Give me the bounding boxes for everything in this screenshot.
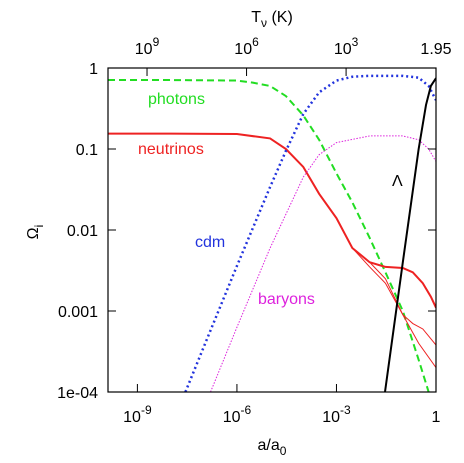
- plot-frame: [107, 67, 437, 393]
- x-tick-label-base: 10: [322, 409, 340, 426]
- x-tick-label: 1: [432, 409, 441, 426]
- x2-tick-label-exponent: 9: [153, 35, 160, 49]
- x-tick-label-exponent: -6: [240, 403, 251, 417]
- series-line: [108, 79, 430, 392]
- plot-lines: [108, 74, 436, 392]
- x2-tick-label-base: 10: [334, 41, 352, 58]
- y-tick-label: 0.1: [76, 142, 98, 159]
- series-label: cdm: [195, 234, 225, 251]
- y-tick-label-base: 1e-04: [57, 385, 98, 402]
- series-line: [383, 77, 436, 392]
- x2-tick-label: 109: [135, 35, 160, 58]
- x2-tick-label-base: 10: [234, 41, 252, 58]
- x2-tick-label-exponent: 6: [252, 35, 259, 49]
- series-line: [210, 135, 436, 392]
- x2-tick-label-exponent: 3: [352, 35, 359, 49]
- series-line: [336, 217, 436, 368]
- x2-tick-label: 103: [334, 35, 359, 58]
- series-line: [184, 74, 436, 392]
- y-axis-label: Ωi: [25, 225, 46, 240]
- x-tick-label: 10-9: [123, 403, 152, 426]
- x-axis-label: a/a0: [258, 437, 287, 458]
- series-label: Λ: [392, 173, 403, 190]
- x-tick-label: 10-6: [223, 403, 252, 426]
- x-tick-label: 10-3: [322, 403, 351, 426]
- x-tick-label-exponent: -3: [340, 403, 351, 417]
- x-tick-label-base: 10: [123, 409, 141, 426]
- series-label: neutrinos: [138, 141, 204, 158]
- x-tick-label-exponent: -9: [141, 403, 152, 417]
- series-line: [369, 261, 436, 346]
- series-label: photons: [148, 91, 205, 108]
- series-label: baryons: [258, 291, 315, 308]
- y-tick-label: 0.01: [67, 223, 98, 240]
- y-tick-label: 1: [89, 61, 98, 78]
- y-tick-label: 0.001: [58, 304, 98, 321]
- x2-tick-label: 106: [234, 35, 259, 58]
- y-tick-label: 1e-04: [57, 385, 98, 402]
- x2-tick-label: 1.95: [420, 41, 451, 58]
- x2-axis-label: Tν (K): [251, 9, 293, 30]
- x2-tick-label-base: 10: [135, 41, 153, 58]
- x-tick-label-base: 10: [223, 409, 241, 426]
